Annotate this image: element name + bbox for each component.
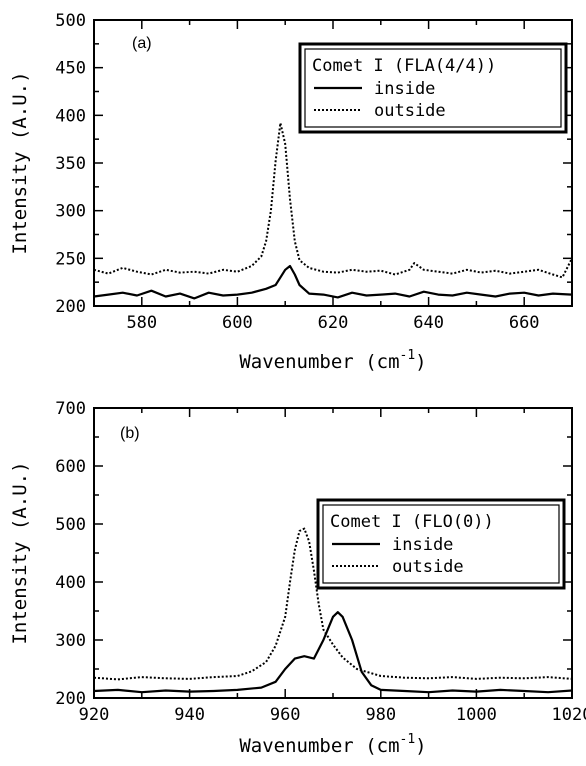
legend-title: Comet I (FLO(0))	[330, 512, 494, 532]
legend-entry-outside: outside	[374, 101, 446, 121]
legend-frame-inner	[322, 504, 560, 584]
series-line-outside	[93, 527, 573, 681]
x-tick-label: 1000	[456, 705, 497, 725]
y-tick-label: 300	[55, 631, 86, 651]
y-tick-label: 400	[55, 573, 86, 593]
y-tick-label: 200	[55, 689, 86, 709]
y-tick-label: 400	[55, 106, 86, 126]
x-tick-label: 620	[318, 313, 349, 333]
y-tick-label: 350	[55, 154, 86, 174]
x-axis-label-superscript: -1	[400, 732, 416, 747]
chart-panel-b: 920 940 960 980 1000 1020 200 300 400 500 600 700 Wa…	[9, 399, 586, 757]
series-line-inside	[93, 611, 573, 694]
x-tick-label: 960	[270, 705, 301, 725]
legend-entry-outside: outside	[392, 557, 464, 577]
x-axis-label-superscript: -1	[400, 348, 416, 363]
x-axis-label-text: Wavenumber (cm	[239, 351, 399, 373]
x-axis-label: Wavenumber (cm-1)	[239, 732, 426, 757]
x-tick-label: 940	[174, 705, 205, 725]
x-tick-label: 920	[79, 705, 110, 725]
y-axis-label: Intensity (A.U.)	[9, 71, 31, 254]
x-tick-label: 660	[509, 313, 540, 333]
legend-frame-inner	[304, 48, 562, 128]
y-tick-label: 300	[55, 202, 86, 222]
y-tick-label: 500	[55, 515, 86, 535]
series-line-outside	[93, 122, 573, 279]
y-tick-label: 200	[55, 297, 86, 317]
x-tick-label: 1020	[552, 705, 586, 725]
panel-label: (a)	[132, 35, 152, 52]
y-tick-label: 450	[55, 59, 86, 79]
x-tick-label: 600	[222, 313, 253, 333]
y-tick-label: 250	[55, 249, 86, 269]
panel-label: (b)	[120, 425, 140, 442]
x-tick-label: 980	[365, 705, 396, 725]
y-tick-label: 700	[55, 399, 86, 419]
y-tick-label: 600	[55, 457, 86, 477]
x-axis-label-close: )	[415, 351, 426, 373]
x-tick-label: 640	[413, 313, 444, 333]
x-axis-label-close: )	[415, 735, 426, 757]
legend-title: Comet I (FLA(4/4))	[312, 56, 496, 76]
chart-panel-a: 580 600 620 640 660 200 250 300 350 400 450 500 Wave…	[9, 11, 573, 373]
x-axis-label-text: Wavenumber (cm	[239, 735, 399, 757]
legend-entry-inside: inside	[392, 535, 453, 555]
y-axis-label: Intensity (A.U.)	[9, 461, 31, 644]
series-line-inside	[93, 264, 573, 300]
x-tick-label: 580	[126, 313, 157, 333]
x-axis-label: Wavenumber (cm-1)	[239, 348, 426, 373]
legend-entry-inside: inside	[374, 79, 435, 99]
y-tick-label: 500	[55, 11, 86, 31]
